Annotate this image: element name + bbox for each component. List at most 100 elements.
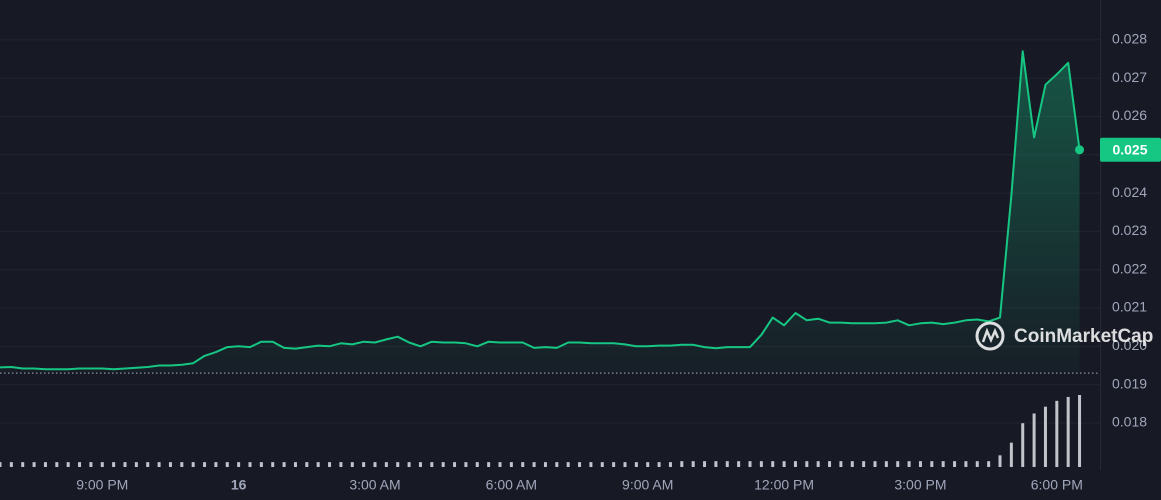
volume-bar (305, 462, 309, 467)
x-tick-label: 12:00 PM (754, 477, 814, 493)
volume-bar (907, 461, 911, 467)
last-price-dot (1075, 145, 1085, 155)
volume-bar (703, 461, 707, 467)
x-tick-label: 3:00 AM (349, 477, 400, 493)
volume-bar (475, 462, 479, 467)
y-tick-label: 0.022 (1112, 260, 1147, 276)
volume-bar (271, 462, 275, 467)
volume-bar (771, 461, 775, 467)
x-tick-label: 9:00 PM (76, 477, 128, 493)
volume-bar (532, 462, 536, 467)
volume-bar (157, 462, 161, 467)
volume-bar (203, 462, 207, 467)
price-line (0, 50, 1081, 371)
volume-bar (1066, 396, 1070, 467)
volume-bar (589, 462, 593, 467)
volume-bar (191, 462, 195, 467)
x-tick-label: 9:00 AM (622, 477, 673, 493)
volume-bar (407, 462, 411, 467)
volume-bar (9, 462, 13, 467)
volume-bar (100, 462, 104, 467)
y-tick-label: 0.024 (1112, 184, 1147, 200)
x-tick-label: 6:00 AM (486, 477, 537, 493)
volume-bar (782, 461, 786, 467)
volume-bar (691, 461, 695, 467)
watermark: CoinMarketCap (975, 321, 1153, 351)
volume-bar (816, 461, 820, 467)
volume-bar (998, 455, 1002, 467)
volume-bar (441, 462, 445, 467)
volume-bar (362, 462, 366, 467)
y-tick-label: 0.018 (1112, 414, 1147, 430)
volume-bar (953, 461, 957, 467)
watermark-logo-mark (981, 327, 1000, 344)
volume-bar (884, 461, 888, 467)
x-tick-label: 6:00 PM (1031, 477, 1083, 493)
price-area (0, 51, 1080, 374)
volume-bar (78, 462, 82, 467)
volume-bar (66, 462, 70, 467)
volume-bar (509, 462, 513, 467)
x-tick-label: 16 (231, 477, 247, 493)
volume-bar (316, 462, 320, 467)
volume-bar (646, 462, 650, 467)
volume-bar (225, 462, 229, 467)
volume-bar (1055, 400, 1059, 467)
y-tick-label: 0.026 (1112, 107, 1147, 123)
volume-bar (384, 462, 388, 467)
y-tick-label: 0.023 (1112, 222, 1147, 238)
last-price-label: 0.025 (1112, 141, 1147, 157)
volume-bar (498, 462, 502, 467)
volume-bar (850, 461, 854, 467)
volume-bar (839, 461, 843, 467)
volume-bar (634, 462, 638, 467)
watermark-logo (975, 321, 1005, 351)
volume-bar (487, 462, 491, 467)
volume-bar (32, 462, 36, 467)
volume-bar (930, 461, 934, 467)
volume-bar (21, 462, 25, 467)
volume-bar (918, 461, 922, 467)
watermark-text: CoinMarketCap (1014, 326, 1153, 347)
volume-bar (453, 462, 457, 467)
volume-bar (1032, 413, 1036, 467)
y-tick-label: 0.020 (1112, 337, 1147, 353)
volume-bar (896, 461, 900, 467)
volume-bar (759, 461, 763, 467)
volume-bar (134, 462, 138, 467)
volume-bar (418, 462, 422, 467)
volume-bar (464, 462, 468, 467)
volume-bar (1043, 406, 1047, 467)
volume-bar (112, 462, 116, 467)
volume-bar (793, 461, 797, 467)
volume-bar (964, 461, 968, 467)
y-tick-label: 0.027 (1112, 69, 1147, 85)
volume-bar (725, 461, 729, 467)
volume-bar (1078, 395, 1082, 467)
volume-bar (737, 461, 741, 467)
volume-bar (180, 462, 184, 467)
volume-bar (714, 461, 718, 467)
volume-bar (55, 462, 59, 467)
volume-bar (748, 461, 752, 467)
volume-bar (89, 462, 93, 467)
volume-bar (612, 462, 616, 467)
volume-bar (805, 461, 809, 467)
y-tick-label: 0.019 (1112, 375, 1147, 391)
y-tick-label: 0.021 (1112, 299, 1147, 315)
volume-bar (862, 461, 866, 467)
volume-bar (146, 462, 150, 467)
volume-bar (555, 462, 559, 467)
volume-bar (668, 462, 672, 467)
volume-bar (521, 462, 525, 467)
volume-bar (0, 462, 2, 467)
volume-bar (350, 462, 354, 467)
last-price-badge (1100, 137, 1161, 162)
volume-bar (987, 461, 991, 467)
volume-bar (1009, 442, 1013, 467)
volume-bar (975, 461, 979, 467)
volume-bar (680, 461, 684, 467)
volume-bar (828, 461, 832, 467)
